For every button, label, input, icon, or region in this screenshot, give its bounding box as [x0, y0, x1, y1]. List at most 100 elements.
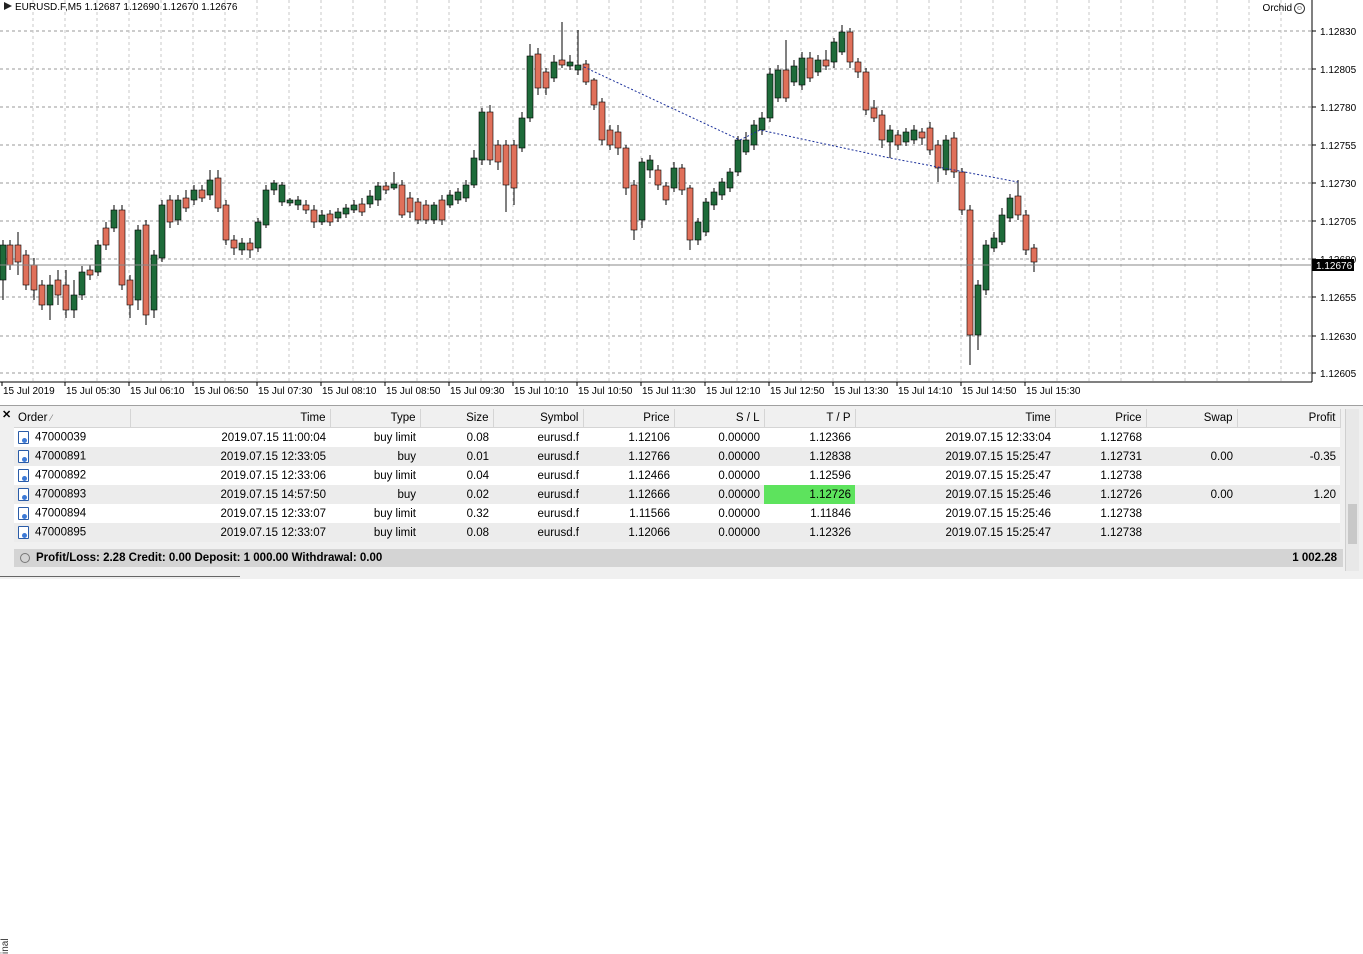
candle-body	[774, 69, 782, 99]
col-symbol[interactable]: Symbol	[493, 409, 584, 428]
candle-body	[1022, 214, 1030, 251]
order-icon	[18, 488, 29, 501]
candle-body	[494, 144, 502, 163]
candle-body	[22, 254, 30, 286]
cell-order: 47000895	[14, 523, 130, 542]
cell-time: 2019.07.15 14:57:50	[130, 485, 330, 504]
close-icon[interactable]: ✕	[2, 409, 12, 421]
col-price[interactable]: Price	[583, 409, 675, 428]
cell-type: buy limit	[330, 523, 420, 542]
candle-body	[510, 144, 518, 189]
order-icon	[18, 507, 29, 520]
price-tick-label: 1.12780	[1320, 103, 1357, 114]
smiley-icon: ☺	[1294, 3, 1305, 14]
candle-body	[926, 127, 934, 151]
candle-body	[454, 191, 462, 201]
table-header-row: Order ⁄ Time Type Size Symbol Price S / …	[14, 409, 1341, 428]
col-close-price[interactable]: Price	[1055, 409, 1147, 428]
cell-symbol: eurusd.f	[493, 466, 583, 485]
table-row[interactable]: 47000893 2019.07.15 14:57:50 buy 0.02 eurusd…	[14, 485, 1340, 504]
cell-profit	[1237, 466, 1340, 485]
candle-body	[502, 144, 510, 186]
table-row[interactable]: 47000039 2019.07.15 11:00:04 buy limit 0.08…	[14, 427, 1340, 447]
col-time[interactable]: Time	[130, 409, 331, 428]
cell-close-time: 2019.07.15 15:25:47	[855, 447, 1055, 466]
candle-body	[838, 31, 846, 53]
scrollbar-thumb[interactable]	[1348, 504, 1357, 544]
candle-body	[62, 284, 70, 311]
table-row[interactable]: 47000892 2019.07.15 12:33:06 buy limit 0.04…	[14, 466, 1340, 485]
time-tick-label: 15 Jul 10:50	[578, 386, 633, 397]
candle-body	[366, 195, 374, 205]
chart-symbol-quote: EURUSD.F,M5 1.12687 1.12690 1.12670 1.12…	[15, 2, 238, 13]
candlestick-chart[interactable]: 1.12830 1.12805 1.12780 1.12755 1.12730 1.127…	[0, 0, 1363, 405]
candle-body	[118, 209, 126, 286]
candle-body	[670, 167, 678, 189]
candle-body	[726, 171, 734, 189]
table-row[interactable]: 47000895 2019.07.15 12:33:07 buy limit 0.08…	[14, 523, 1340, 542]
candle-body	[574, 64, 582, 71]
tab-underline	[0, 576, 240, 577]
col-close-time[interactable]: Time	[855, 409, 1056, 428]
candle-body	[822, 59, 830, 67]
candle-body	[550, 61, 558, 79]
candle-body	[590, 79, 598, 106]
candle-body	[814, 59, 822, 73]
col-profit[interactable]: Profit	[1237, 409, 1341, 428]
price-tick-label: 1.12630	[1320, 332, 1357, 343]
candle-body	[758, 117, 766, 131]
col-tp[interactable]: T / P	[764, 409, 856, 428]
candle-body	[934, 144, 942, 169]
candle-body	[1006, 197, 1014, 219]
candle-body	[470, 157, 478, 186]
candle-body	[478, 111, 486, 161]
cell-swap	[1146, 504, 1237, 523]
col-swap[interactable]: Swap	[1146, 409, 1238, 428]
cell-tp: 1.12366	[764, 427, 855, 447]
cell-tp: 1.12838	[764, 447, 855, 466]
candle-body	[718, 181, 726, 196]
candle-body	[14, 244, 22, 263]
col-sl[interactable]: S / L	[674, 409, 765, 428]
cell-symbol: eurusd.f	[493, 504, 583, 523]
candle-body	[302, 204, 310, 211]
candle-body	[958, 171, 966, 211]
candle-body	[126, 279, 134, 306]
order-icon	[18, 526, 29, 539]
table-row[interactable]: 47000894 2019.07.15 12:33:07 buy limit 0.32…	[14, 504, 1340, 523]
price-tick-label: 1.12755	[1320, 141, 1357, 152]
current-price-label: 1.12676	[1316, 261, 1353, 272]
price-tick-label: 1.12655	[1320, 293, 1357, 304]
col-type[interactable]: Type	[330, 409, 421, 428]
candle-body	[166, 199, 174, 223]
candle-body	[598, 101, 606, 141]
terminal-side-tab[interactable]: inal	[0, 938, 11, 954]
candle-body	[334, 211, 342, 219]
cell-time: 2019.07.15 12:33:07	[130, 523, 330, 542]
candle-body	[54, 279, 62, 296]
candle-body	[638, 161, 646, 221]
cell-size: 0.02	[420, 485, 493, 504]
cell-close-time: 2019.07.15 15:25:46	[855, 485, 1055, 504]
time-tick-label: 15 Jul 08:10	[322, 386, 377, 397]
col-size[interactable]: Size	[420, 409, 494, 428]
candle-body	[158, 204, 166, 259]
price-chart[interactable]: 1.12830 1.12805 1.12780 1.12755 1.12730 1.127…	[0, 0, 1363, 405]
candle-body	[6, 244, 14, 266]
candle-body	[286, 199, 294, 204]
candle-body	[310, 209, 318, 223]
candle-body	[622, 147, 630, 189]
candle-body	[102, 227, 110, 246]
candle-body	[606, 129, 614, 146]
candle-body	[462, 184, 470, 199]
vertical-scrollbar[interactable]	[1345, 409, 1359, 571]
candle-body	[974, 284, 982, 336]
cell-order: 47000891	[14, 447, 130, 466]
col-order[interactable]: Order ⁄	[14, 409, 131, 428]
order-icon	[18, 450, 29, 463]
candle-body	[830, 41, 838, 63]
table-row[interactable]: 47000891 2019.07.15 12:33:05 buy 0.01 eurusd…	[14, 447, 1340, 466]
cell-swap: 0.00	[1146, 447, 1237, 466]
candle-body	[70, 294, 78, 311]
candle-body	[270, 182, 278, 191]
